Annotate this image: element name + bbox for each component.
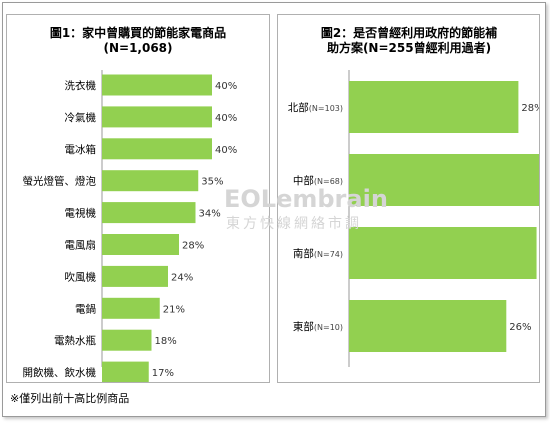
chart-2-category-label: 南部(N=74)	[293, 247, 343, 260]
chart-panel-2: 圖2：是否曾經利用政府的節能補 助方案(N=255曾經利用過者) 北部(N=10…	[277, 14, 550, 383]
chart-1-title: 圖1：家中曾購買的節能家電商品	[50, 25, 226, 40]
chart-1-value-label: 24%	[171, 272, 193, 283]
chart-1-category-label: 螢光燈管、燈泡	[23, 175, 97, 188]
chart-1-value-label: 40%	[215, 81, 237, 92]
chart-1-category-label: 洗衣機	[65, 79, 97, 92]
chart-1-category-label: 冷氣機	[65, 111, 97, 124]
chart-1-value-label: 40%	[215, 145, 237, 156]
chart-2-bar	[349, 154, 543, 206]
chart-2-bar	[349, 227, 537, 279]
chart-1-bar	[102, 361, 149, 383]
chart-1-bar	[102, 74, 212, 96]
chart-1-bar	[102, 329, 152, 351]
chart-2-subtitle: 助方案(N=255曾經利用過者)	[327, 40, 491, 55]
chart-1-category-label: 吹風機	[65, 270, 97, 283]
chart-2-bar	[349, 300, 507, 352]
chart-2-title: 圖2：是否曾經利用政府的節能補	[321, 25, 497, 40]
chart-2-category-label: 東部(N=10)	[293, 320, 343, 333]
chart-1-svg: 圖1：家中曾購買的節能家電商品 (N=1,068) 洗衣機 40% 冷氣機 40% 電冰…	[23, 25, 237, 383]
chart-1-category-label: 電鍋	[75, 302, 96, 315]
chart-2-bar	[349, 81, 519, 133]
chart-2-svg: 圖2：是否曾經利用政府的節能補 助方案(N=255曾經利用過者) 北部(N=10…	[288, 25, 550, 367]
chart-1-bar	[102, 265, 168, 287]
footnote: ※僅列出前十高比例商品	[10, 392, 130, 405]
chart-1-category-label: 電冰箱	[65, 143, 97, 156]
chart-1-category-label: 開飲機、飲水機	[23, 366, 97, 379]
chart-1-category-label: 電熱水瓶	[54, 334, 96, 347]
chart-1-value-label: 35%	[201, 177, 223, 188]
chart-1-bar	[102, 138, 212, 160]
chart-1-bar	[102, 202, 196, 224]
chart-1-value-label: 17%	[152, 368, 174, 379]
chart-2-category-label: 中部(N=68)	[293, 174, 343, 187]
chart-1-category-label: 電風扇	[65, 239, 97, 252]
chart-2-category-label: 北部(N=103)	[288, 101, 343, 114]
chart-1-bar	[102, 234, 179, 255]
chart-2-value-label: 26%	[509, 322, 531, 333]
chart-1-value-label: 18%	[155, 336, 177, 347]
chart-1-value-label: 34%	[199, 209, 221, 220]
chart-1-bar	[102, 297, 160, 319]
chart-1-bar	[102, 170, 199, 192]
chart-1-value-label: 40%	[215, 113, 237, 124]
chart-1-bar	[102, 106, 212, 128]
chart-panel-1: 圖1：家中曾購買的節能家電商品 (N=1,068) 洗衣機 40% 冷氣機 40% 電冰…	[6, 14, 270, 383]
chart-2-value-label: 28%	[521, 103, 539, 114]
chart-1-value-label: 21%	[163, 304, 185, 315]
chart-1-subtitle: (N=1,068)	[103, 41, 172, 55]
chart-1-category-label: 電視機	[65, 207, 97, 220]
chart-1-value-label: 28%	[182, 241, 204, 252]
